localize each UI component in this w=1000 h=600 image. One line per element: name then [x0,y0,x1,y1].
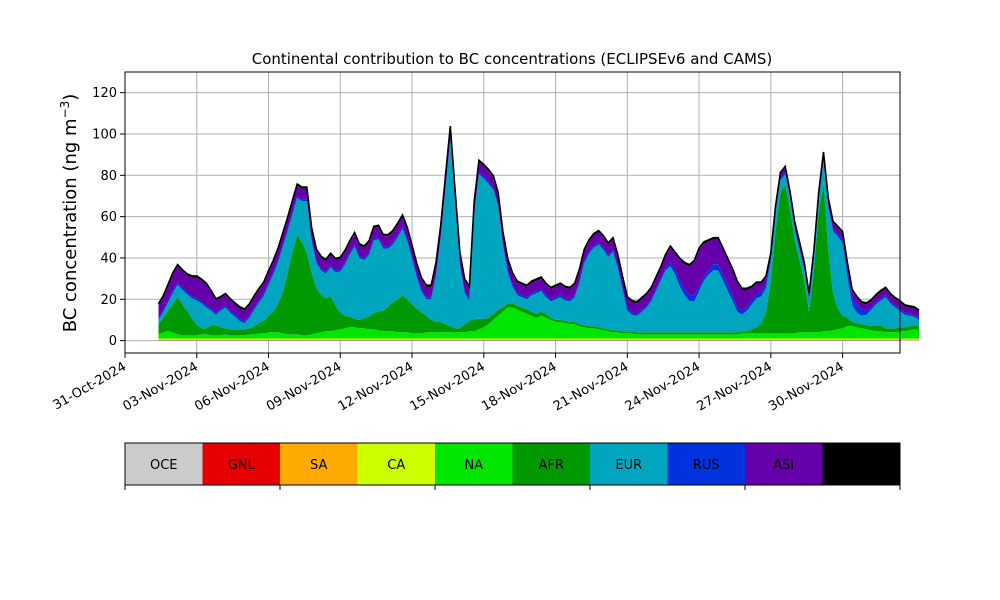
total-outline [157,126,920,311]
legend-swatch-na [435,443,513,485]
legend-swatch-ca [357,443,435,485]
legend-label-na: NA [464,458,483,473]
legend-swatch-eur [590,443,668,485]
y-axis-label-text: BC concentration (ng m [60,118,81,332]
legend-swatch-afr [512,443,590,485]
area-na [158,307,920,339]
area-ca [158,338,920,340]
legend-swatch-rus [667,443,745,485]
legend-label-oce: OCE [150,458,178,473]
legend-frame [124,442,901,486]
y-tick-label-3: 60 [100,210,117,225]
chart-title: Continental contribution to BC concentra… [252,50,773,68]
legend: OCE GNL SA CA NA AFR EUR RUS ASI AUS [124,442,901,490]
area-afr [158,182,920,336]
plot-frame [124,71,901,354]
legend-label-sa: SA [310,458,327,473]
area-asi [158,127,920,321]
plot-areas [157,126,920,341]
y-tick-label-6: 120 [92,86,117,101]
y-axis-label-superscript: −3 [58,101,72,119]
y-tick-label-2: 40 [100,251,117,266]
legend-label-ca: CA [387,458,405,473]
y-tick-label-4: 80 [100,169,117,184]
y-tick-label-1: 20 [100,293,117,308]
legend-label-afr: AFR [539,458,564,473]
legend-swatch-sa [280,443,358,485]
legend-label-asi: ASI [773,458,794,473]
legend-label-gnl: GNL [228,458,256,473]
legend-label-rus: RUS [693,458,720,473]
legend-label-aus: AUS [848,458,875,473]
legend-label-eur: EUR [615,458,642,473]
y-tick-label-5: 100 [92,127,117,142]
legend-swatch-oce [125,443,203,485]
legend-swatch-gnl [202,443,280,485]
area-sa [158,339,920,340]
area-eur [158,140,920,333]
y-axis-label-suffix: ) [60,94,81,101]
legend-swatch-aus [822,443,900,485]
y-axis-label: BC concentration (ng m−3) [58,94,81,333]
legend-swatch-asi [745,443,823,485]
y-tick-label-0: 0 [109,334,117,349]
